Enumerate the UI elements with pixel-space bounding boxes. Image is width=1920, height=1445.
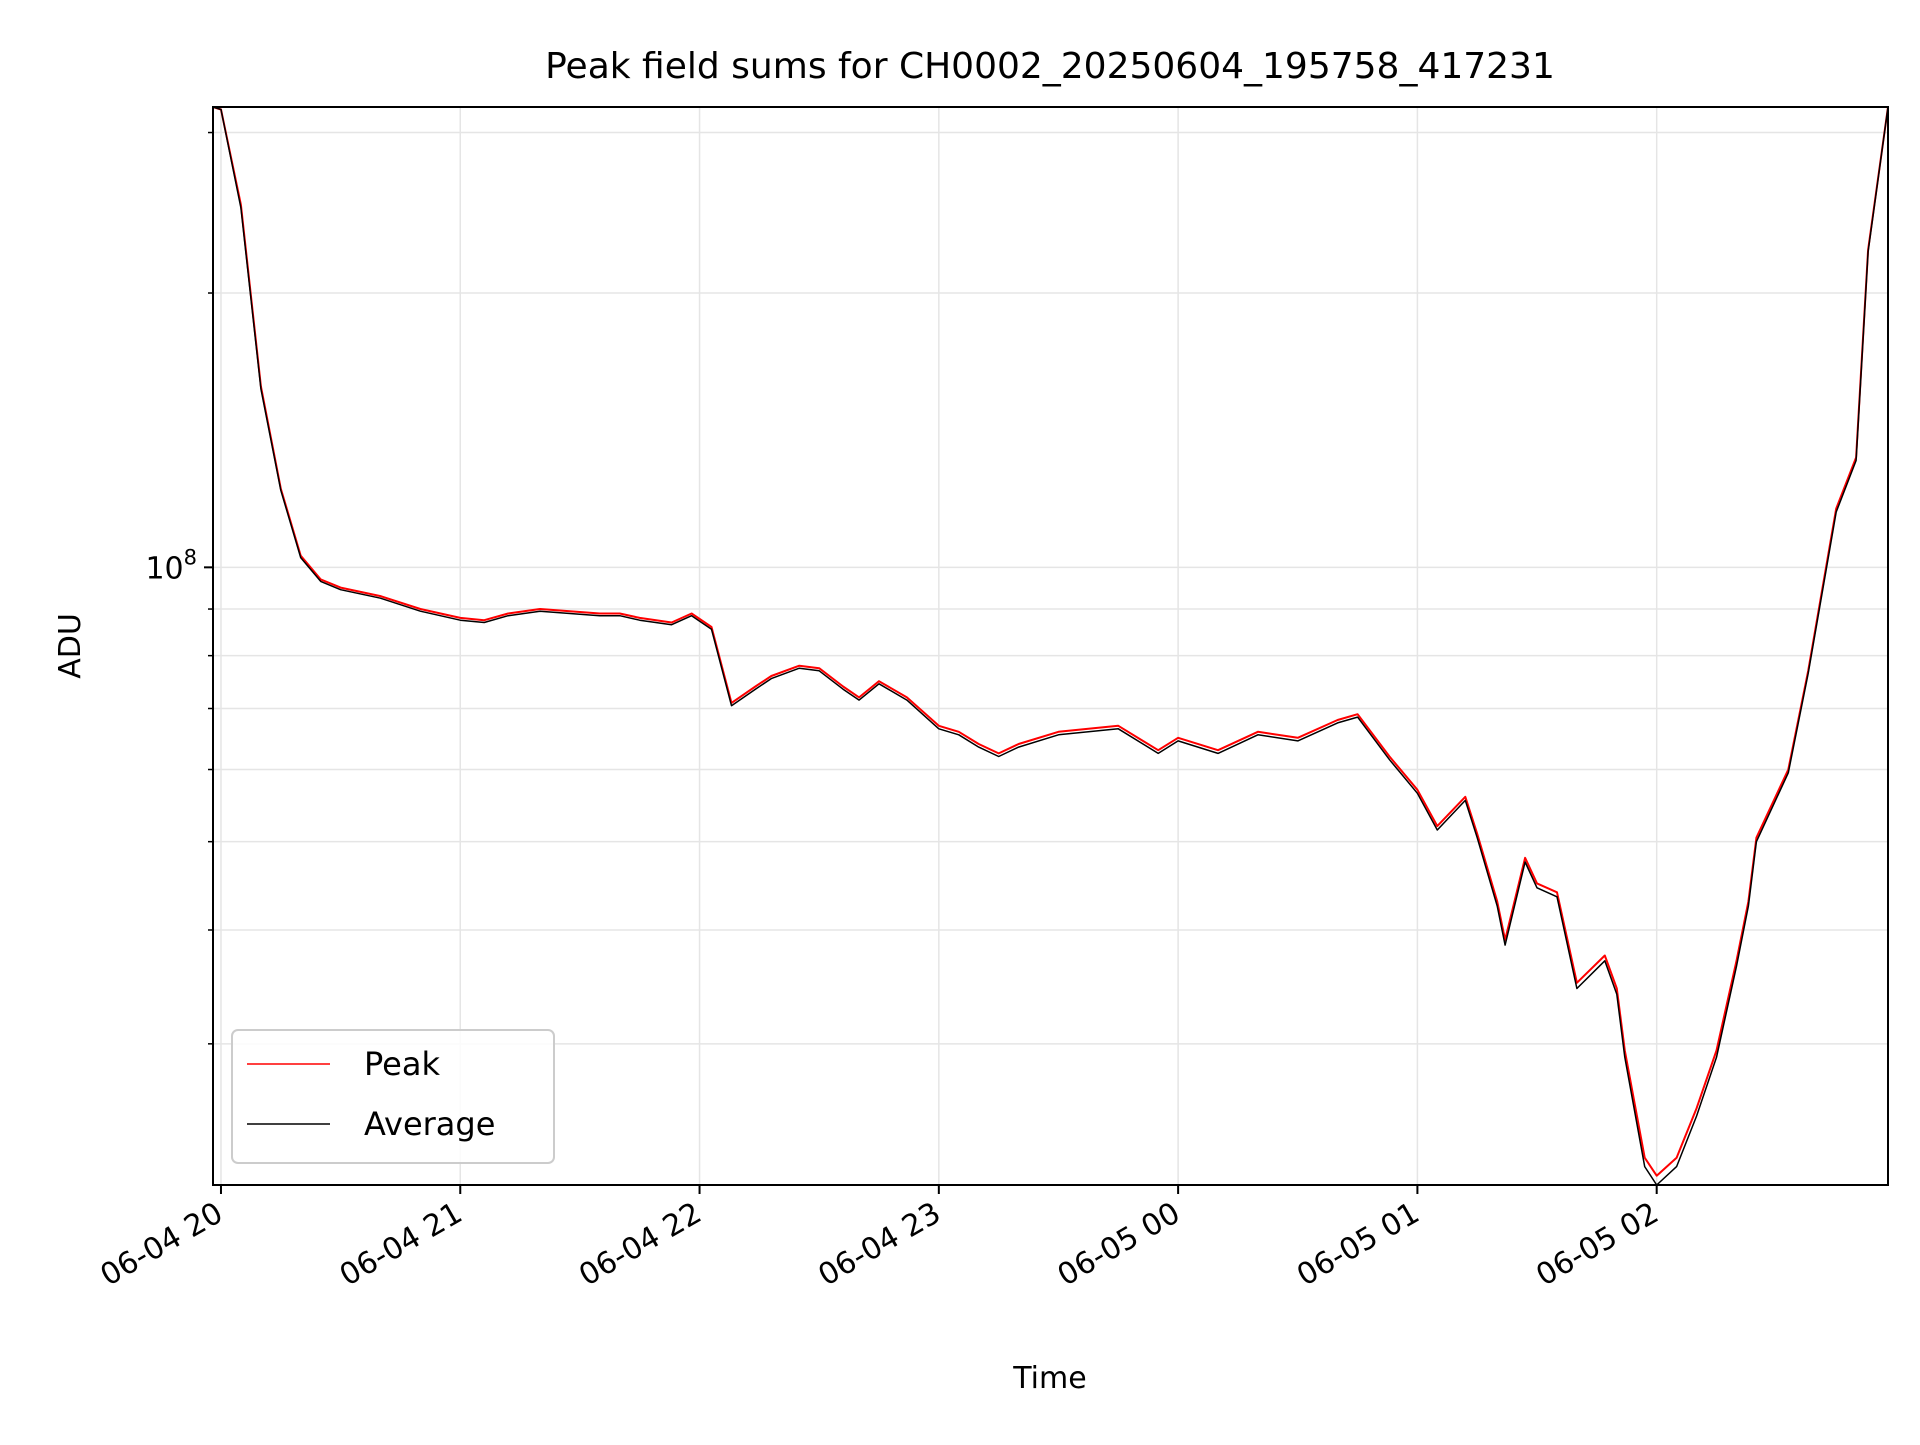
series-line-peak	[212, 106, 1889, 1177]
y-tick-label: 108	[145, 545, 197, 586]
plot-series	[212, 106, 1889, 1186]
series-line-average	[212, 106, 1889, 1186]
legend-peak-label: Peak	[364, 1045, 440, 1083]
legend-average-label: Average	[364, 1105, 495, 1143]
y-axis-label: ADU	[53, 613, 88, 679]
legend: Peak Average	[231, 1029, 555, 1164]
chart-title: Peak field sums for CH0002_20250604_1957…	[545, 46, 1555, 87]
y-axis-ticks: 108	[145, 131, 213, 1045]
plot-frame	[212, 106, 1889, 1186]
x-axis-label: Time	[1012, 1361, 1086, 1396]
